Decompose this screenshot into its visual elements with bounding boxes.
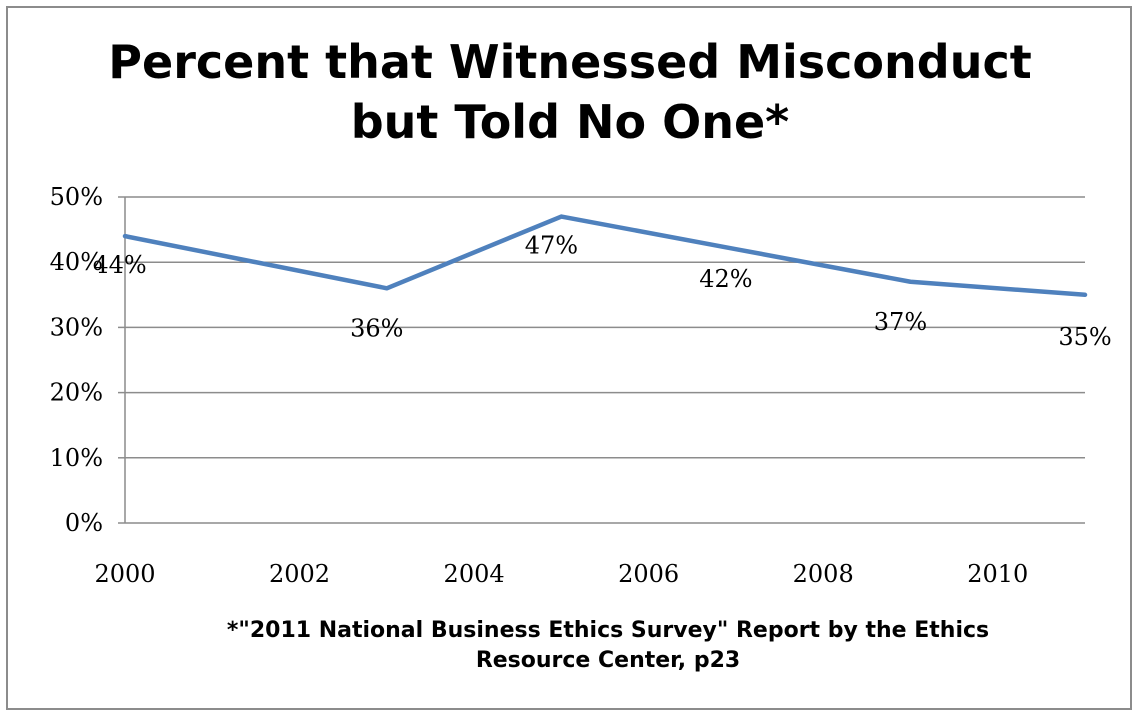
chart-title-line-2: but Told No One*: [350, 95, 790, 149]
y-tick-label: 50%: [50, 183, 103, 211]
footnote-line-2: Resource Center, p23: [475, 648, 741, 673]
x-tick-label: 2004: [444, 560, 505, 588]
x-tick-label: 2006: [618, 560, 679, 588]
y-tick-label: 30%: [50, 313, 103, 341]
chart-footnote: *"2011 National Business Ethics Survey" …: [0, 616, 1140, 676]
data-label: 35%: [1058, 323, 1111, 351]
chart-title-line-1: Percent that Witnessed Misconduct: [108, 35, 1032, 89]
y-tick-label: 0%: [65, 509, 103, 537]
y-tick-label: 10%: [50, 444, 103, 472]
x-tick-label: 2002: [269, 560, 330, 588]
x-tick-label: 2010: [967, 560, 1028, 588]
data-label: 36%: [350, 314, 403, 342]
data-label: 47%: [525, 232, 578, 260]
footnote-line-1: *"2011 National Business Ethics Survey" …: [226, 618, 990, 643]
series-line: [122, 214, 1088, 298]
x-tick-label: 2008: [793, 560, 854, 588]
x-tick-label: 2000: [94, 560, 155, 588]
chart-frame: [6, 6, 1132, 710]
y-tick-label: 20%: [50, 379, 103, 407]
data-label: 37%: [874, 308, 927, 336]
data-label: 42%: [699, 265, 752, 293]
y-tick-label: 40%: [50, 248, 103, 276]
data-label: 44%: [93, 251, 146, 279]
chart-title: Percent that Witnessed Misconduct but To…: [0, 32, 1140, 152]
